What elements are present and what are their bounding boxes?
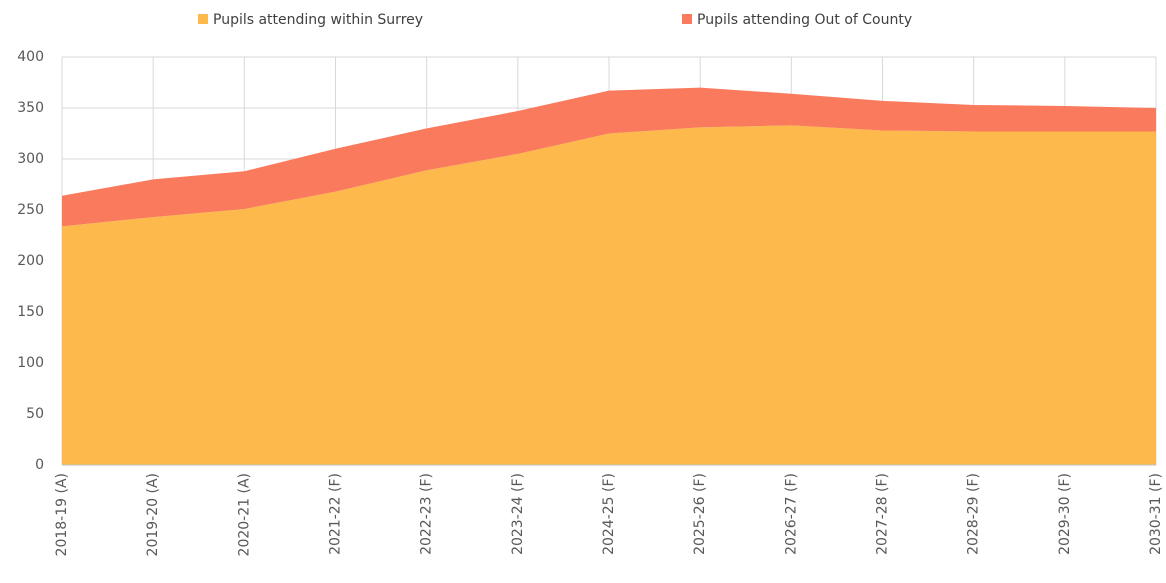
x-tick-label: 2023-24 (F) <box>510 473 526 555</box>
y-tick-label: 0 <box>35 457 44 473</box>
y-tick-label: 250 <box>17 202 44 218</box>
x-tick-label: 2020-21 (A) <box>236 473 252 556</box>
x-tick-label: 2027-28 (F) <box>875 473 891 555</box>
y-tick-label: 300 <box>17 151 44 167</box>
x-tick-label: 2030-31 (F) <box>1148 473 1164 555</box>
legend-label: Pupils attending within Surrey <box>213 12 423 28</box>
x-tick-label: 2019-20 (A) <box>145 473 161 556</box>
legend-swatch <box>198 14 208 24</box>
legend-swatch <box>682 14 692 24</box>
y-tick-label: 50 <box>26 406 44 422</box>
legend-label: Pupils attending Out of County <box>697 12 912 28</box>
area <box>62 125 1156 465</box>
x-tick-label: 2022-23 (F) <box>419 473 435 555</box>
x-tick-label: 2026-27 (F) <box>783 473 799 555</box>
y-tick-label: 150 <box>17 304 44 320</box>
legend: Pupils attending within Surrey Pupils att… <box>198 12 912 28</box>
x-tick-label: 2024-25 (F) <box>601 473 617 555</box>
y-tick-label: 400 <box>17 49 44 65</box>
x-tick-label: 2025-26 (F) <box>692 473 708 555</box>
y-tick-label: 100 <box>17 355 44 371</box>
x-tick-label: 2021-22 (F) <box>328 473 344 555</box>
y-tick-label: 350 <box>17 100 44 116</box>
x-tick-label: 2028-29 (F) <box>966 473 982 555</box>
x-tick-label: 2029-30 (F) <box>1057 473 1073 555</box>
area <box>62 87 1156 227</box>
x-tick-label: 2018-19 (A) <box>54 473 70 556</box>
y-tick-label: 200 <box>17 253 44 269</box>
